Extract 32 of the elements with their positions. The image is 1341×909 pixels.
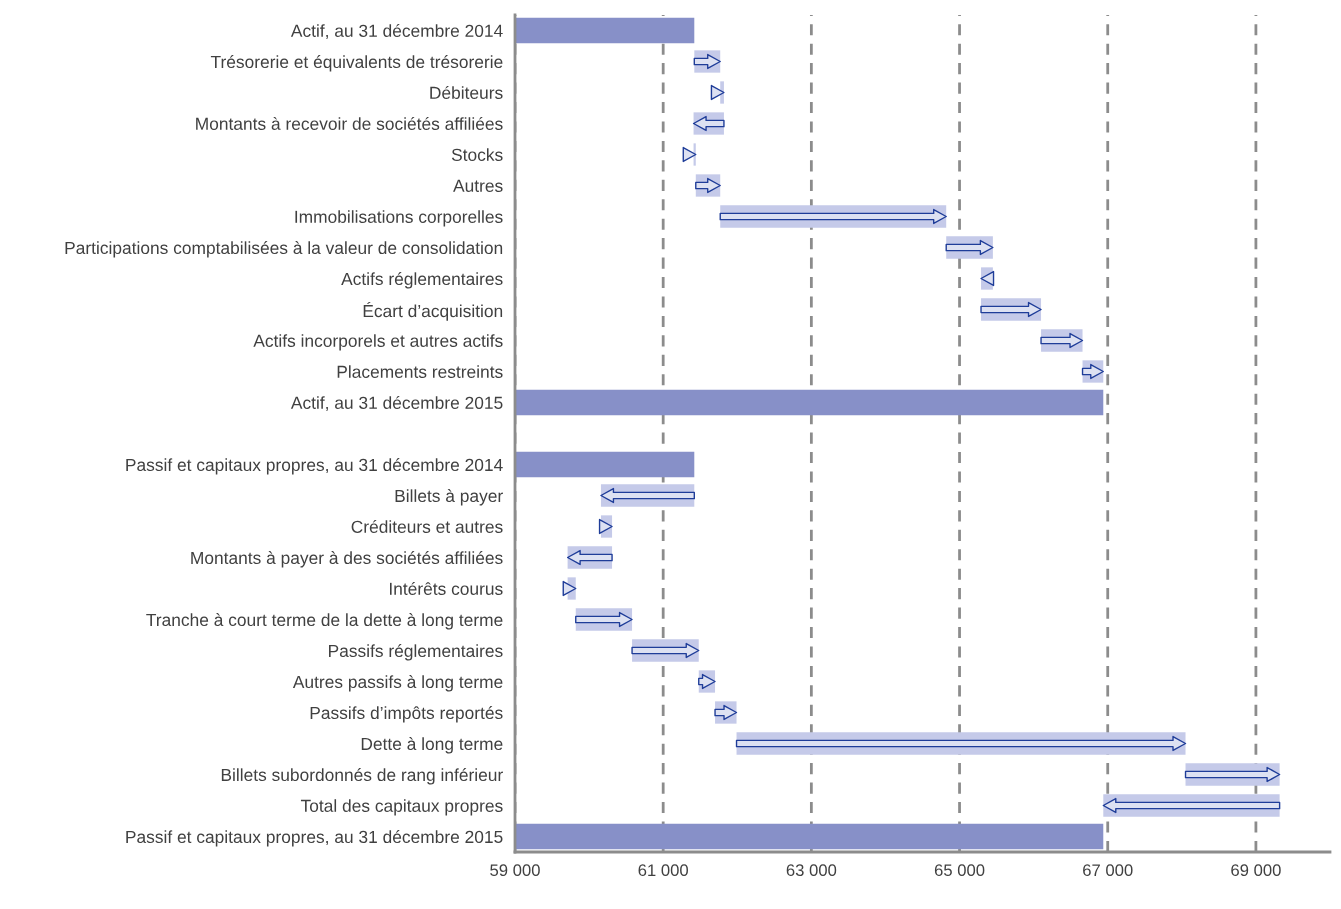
y-tick-label: Passif et capitaux propres, au 31 décembre 2014 — [126, 458, 503, 475]
y-tick-label: Intérêts courus — [389, 582, 503, 595]
y-tick-label: Montants à recevoir de sociétés affiliées — [196, 117, 503, 130]
y-tick-label: Tranche à court terme de la dette à long terme — [146, 613, 503, 630]
y-tick-label: Passifs d’impôts reportés — [310, 706, 503, 723]
y-tick-label: Autres passifs à long terme — [292, 675, 503, 692]
x-tick-label: 61 000 — [638, 864, 689, 877]
y-tick-label: Passifs réglementaires — [329, 644, 503, 661]
y-tick-label: Billets subordonnés de rang inférieur — [221, 768, 503, 785]
y-tick-label: Écart d’acquisition — [363, 301, 503, 321]
x-tick-label: 63 000 — [786, 864, 837, 877]
y-tick-label: Montants à payer à des sociétés affiliées — [191, 551, 503, 568]
y-tick-label: Dette à long terme — [361, 737, 503, 754]
y-tick-label: Billets à payer — [395, 489, 503, 506]
y-tick-label: Placements restreints — [337, 365, 503, 378]
x-tick-label: 67 000 — [1083, 864, 1133, 877]
x-tick-label: 69 000 — [1231, 864, 1281, 877]
y-tick-label: Immobilisations corporelles — [295, 210, 503, 227]
x-tick-label: 59 000 — [490, 864, 540, 877]
y-tick-label: Participations comptabilisées à la valeur de consolidation — [65, 241, 503, 258]
y-tick-label: Créditeurs et autres — [351, 520, 503, 533]
y-tick-label: Trésorerie et équivalents de trésorerie — [210, 55, 503, 72]
y-tick-label: Actifs incorporels et autres actifs — [253, 334, 503, 351]
x-tick-label: 65 000 — [934, 864, 985, 877]
y-tick-label: Actif, au 31 décembre 2014 — [290, 24, 503, 40]
y-tick-label: Débiteurs — [430, 86, 503, 99]
y-tick-label: Passif et capitaux propres, au 31 décembre 2015 — [126, 830, 503, 847]
y-tick-label: Actifs réglementaires — [341, 272, 503, 289]
y-tick-label: Stocks — [451, 148, 503, 161]
y-tick-label: Total des capitaux propres — [300, 799, 503, 816]
y-tick-label: Autres — [453, 179, 503, 192]
y-tick-label: Actif, au 31 décembre 2015 — [290, 396, 503, 412]
